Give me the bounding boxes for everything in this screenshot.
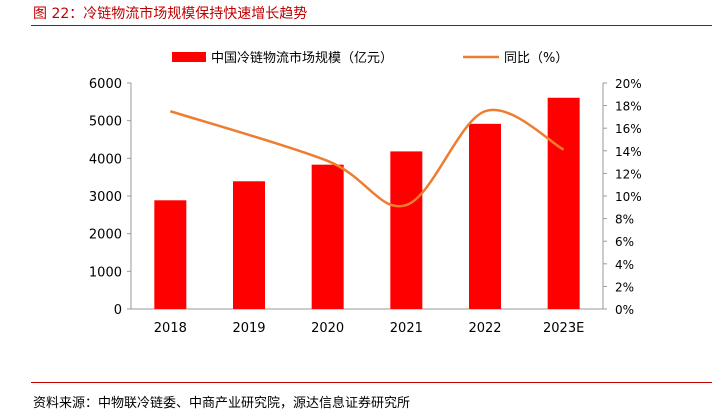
source-rule [31,382,712,383]
y-left-tick-label: 5000 [89,115,122,130]
y-right-tick-label: 18% [615,100,642,114]
bar [469,123,501,310]
legend-bar-label: 中国冷链物流市场规模（亿元） [211,50,393,66]
y-right-tick-label: 8% [615,213,634,227]
y-left-tick-label: 3000 [89,190,122,205]
y-right-tick-label: 14% [615,145,642,159]
bar [547,97,580,309]
legend-bar-swatch [172,52,206,62]
y-right-tick-label: 20% [615,77,642,91]
bars [154,97,580,310]
legend: 中国冷链物流市场规模（亿元） 同比（%） [172,50,568,66]
bar [233,181,265,309]
bar [154,200,187,309]
x-tick-label: 2020 [311,321,344,336]
y-right-tick-label: 16% [615,122,642,136]
x-tick-label: 2023E [543,321,584,336]
title-rule [31,25,712,26]
y-left-tick-label: 6000 [89,77,122,92]
x-tick-label: 2021 [390,321,423,336]
x-tick-label: 2022 [468,321,501,336]
y-left-tick-label: 4000 [89,152,122,167]
y-left-tick-label: 1000 [89,265,122,280]
axes [127,82,607,310]
y-right-tick-label: 0% [615,303,634,317]
bar [311,164,344,309]
line-series [169,108,565,208]
bar [390,151,423,309]
yoy-line [169,108,565,208]
figure-title: 图 22：冷链物流市场规模保持快速增长趋势 [33,6,308,22]
y-right-tick-label: 10% [615,190,642,204]
x-tick-label: 2019 [232,321,265,336]
source-note: 资料来源：中物联冷链委、中商产业研究院，源达信息证券研究所 [33,396,411,411]
y-right-tick-label: 6% [615,235,634,249]
tick-labels: 0 1000 2000 3000 4000 5000 6000 0% 2% 4% 6% 8% 10% 12… [89,77,642,336]
y-left-tick-label: 0 [114,303,122,318]
y-left-tick-label: 2000 [89,228,122,243]
y-right-tick-label: 12% [615,167,642,181]
y-right-tick-label: 2% [615,280,634,294]
y-right-tick-label: 4% [615,258,634,272]
legend-line-label: 同比（%） [504,51,568,66]
x-tick-label: 2018 [154,321,187,336]
